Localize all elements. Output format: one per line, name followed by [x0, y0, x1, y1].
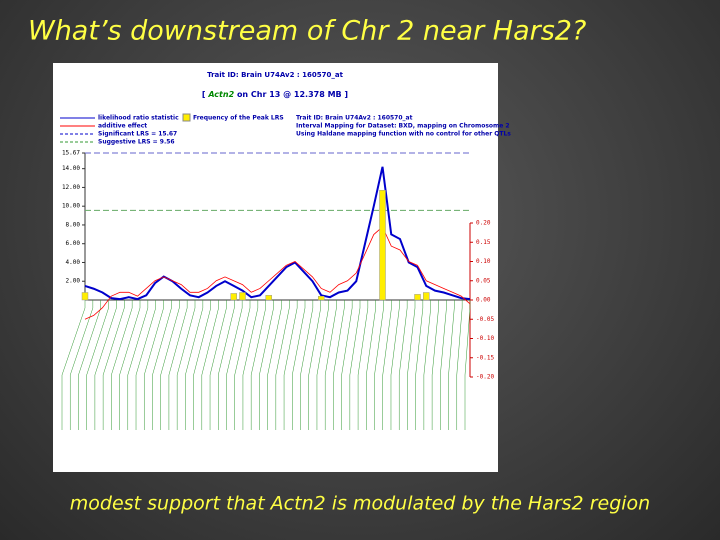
- marker-line: [234, 300, 251, 430]
- marker-line: [69, 300, 94, 430]
- y2-tick-label: -0.10: [476, 335, 494, 342]
- marker-line: [440, 300, 447, 430]
- marker-line: [308, 300, 321, 430]
- marker-line: [283, 300, 298, 430]
- marker-line: [316, 300, 329, 430]
- legend-label: Frequency of the Peak LRS: [193, 115, 284, 122]
- y2-tick-label: 0.00: [476, 297, 491, 304]
- marker-line: [300, 300, 314, 430]
- peak-bar: [379, 189, 386, 301]
- y2-tick-label: -0.15: [476, 354, 494, 361]
- marker-line: [374, 300, 384, 430]
- marker-line: [242, 300, 259, 430]
- y2-tick-label: -0.20: [476, 374, 494, 381]
- marker-line: [464, 300, 471, 430]
- marker-line: [267, 300, 282, 430]
- marker-line: [398, 300, 408, 430]
- y2-tick-label: 0.10: [476, 258, 491, 265]
- marker-line: [193, 300, 211, 430]
- marker-line: [333, 300, 345, 430]
- slide-title: What’s downstream of Chr 2 near Hars2?: [28, 16, 586, 47]
- bracket: [: [202, 90, 206, 99]
- peak-bar: [265, 295, 272, 301]
- peak-bar: [81, 292, 89, 301]
- marker-line: [185, 300, 204, 430]
- marker-line: [415, 300, 424, 430]
- y-tick-label: 10.00: [62, 203, 80, 210]
- info-text: Trait ID: Brain U74Av2 : 160570_at: [296, 115, 413, 122]
- marker-line: [111, 300, 133, 430]
- marker-line: [209, 300, 227, 430]
- y-tick-label: 12.00: [62, 184, 80, 191]
- marker-line: [94, 300, 117, 430]
- info-text: Interval Mapping for Dataset: BXD, mappi…: [296, 123, 510, 130]
- peak-bar: [318, 295, 325, 301]
- peak-bar: [239, 292, 246, 301]
- y-tick-label: 2.00: [66, 278, 81, 285]
- chart-subheader: [ Actn2 on Chr 13 @ 12.378 MB ]: [202, 90, 348, 99]
- lrs-line: [84, 166, 471, 301]
- peak-bar: [414, 294, 421, 301]
- slide-caption: modest support that Actn2 is modulated b…: [70, 493, 650, 515]
- marker-line: [176, 300, 196, 430]
- marker-line: [341, 300, 353, 430]
- legend-swatch: [182, 113, 191, 122]
- marker-line: [160, 300, 180, 430]
- marker-line: [349, 300, 361, 430]
- marker-line: [390, 300, 400, 430]
- y-tick-label: 6.00: [66, 240, 81, 247]
- y-tick-label: 14.00: [62, 165, 80, 172]
- y2-tick-label: -0.05: [476, 316, 494, 323]
- legend-label: Significant LRS = 15.67: [98, 131, 177, 138]
- gene: Actn2: [207, 90, 234, 99]
- marker-line: [423, 300, 431, 430]
- location: on Chr 13 @ 12.378 MB ]: [237, 90, 348, 99]
- y-tick-label: 15.67: [62, 150, 80, 157]
- marker-line: [135, 300, 156, 430]
- marker-line: [218, 300, 235, 430]
- marker-line: [292, 300, 306, 430]
- marker-line: [119, 300, 141, 430]
- marker-line: [86, 300, 109, 430]
- marker-line: [456, 300, 463, 430]
- y2-tick-label: 0.05: [476, 277, 491, 284]
- legend-label: additive effect: [98, 123, 147, 130]
- legend-label: likelihood ratio statistic: [98, 115, 179, 122]
- y-tick-label: 8.00: [66, 221, 81, 228]
- marker-line: [357, 300, 369, 430]
- marker-line: [448, 300, 455, 430]
- peak-bar: [230, 293, 237, 301]
- marker-line: [143, 300, 164, 430]
- y-tick-label: 4.00: [66, 259, 81, 266]
- legend-label: Suggestive LRS = 9.56: [98, 139, 175, 146]
- marker-line: [259, 300, 274, 430]
- marker-line: [275, 300, 290, 430]
- marker-line: [226, 300, 243, 430]
- y2-tick-label: 0.20: [476, 220, 491, 227]
- y2-tick-label: 0.15: [476, 239, 491, 246]
- chart-header: Trait ID: Brain U74Av2 : 160570_at: [207, 71, 343, 79]
- marker-line: [366, 300, 376, 430]
- marker-line: [61, 300, 86, 430]
- marker-line: [78, 300, 101, 430]
- marker-line: [168, 300, 188, 430]
- marker-line: [201, 300, 219, 430]
- additive-line: [84, 226, 471, 320]
- marker-line: [127, 300, 149, 430]
- marker-line: [102, 300, 125, 430]
- marker-line: [431, 300, 439, 430]
- marker-line: [382, 300, 392, 430]
- info-text: Using Haldane mapping function with no c…: [296, 131, 511, 138]
- marker-line: [250, 300, 266, 430]
- marker-line: [152, 300, 172, 430]
- peak-bar: [423, 292, 430, 301]
- marker-line: [324, 300, 337, 430]
- marker-line: [407, 300, 416, 430]
